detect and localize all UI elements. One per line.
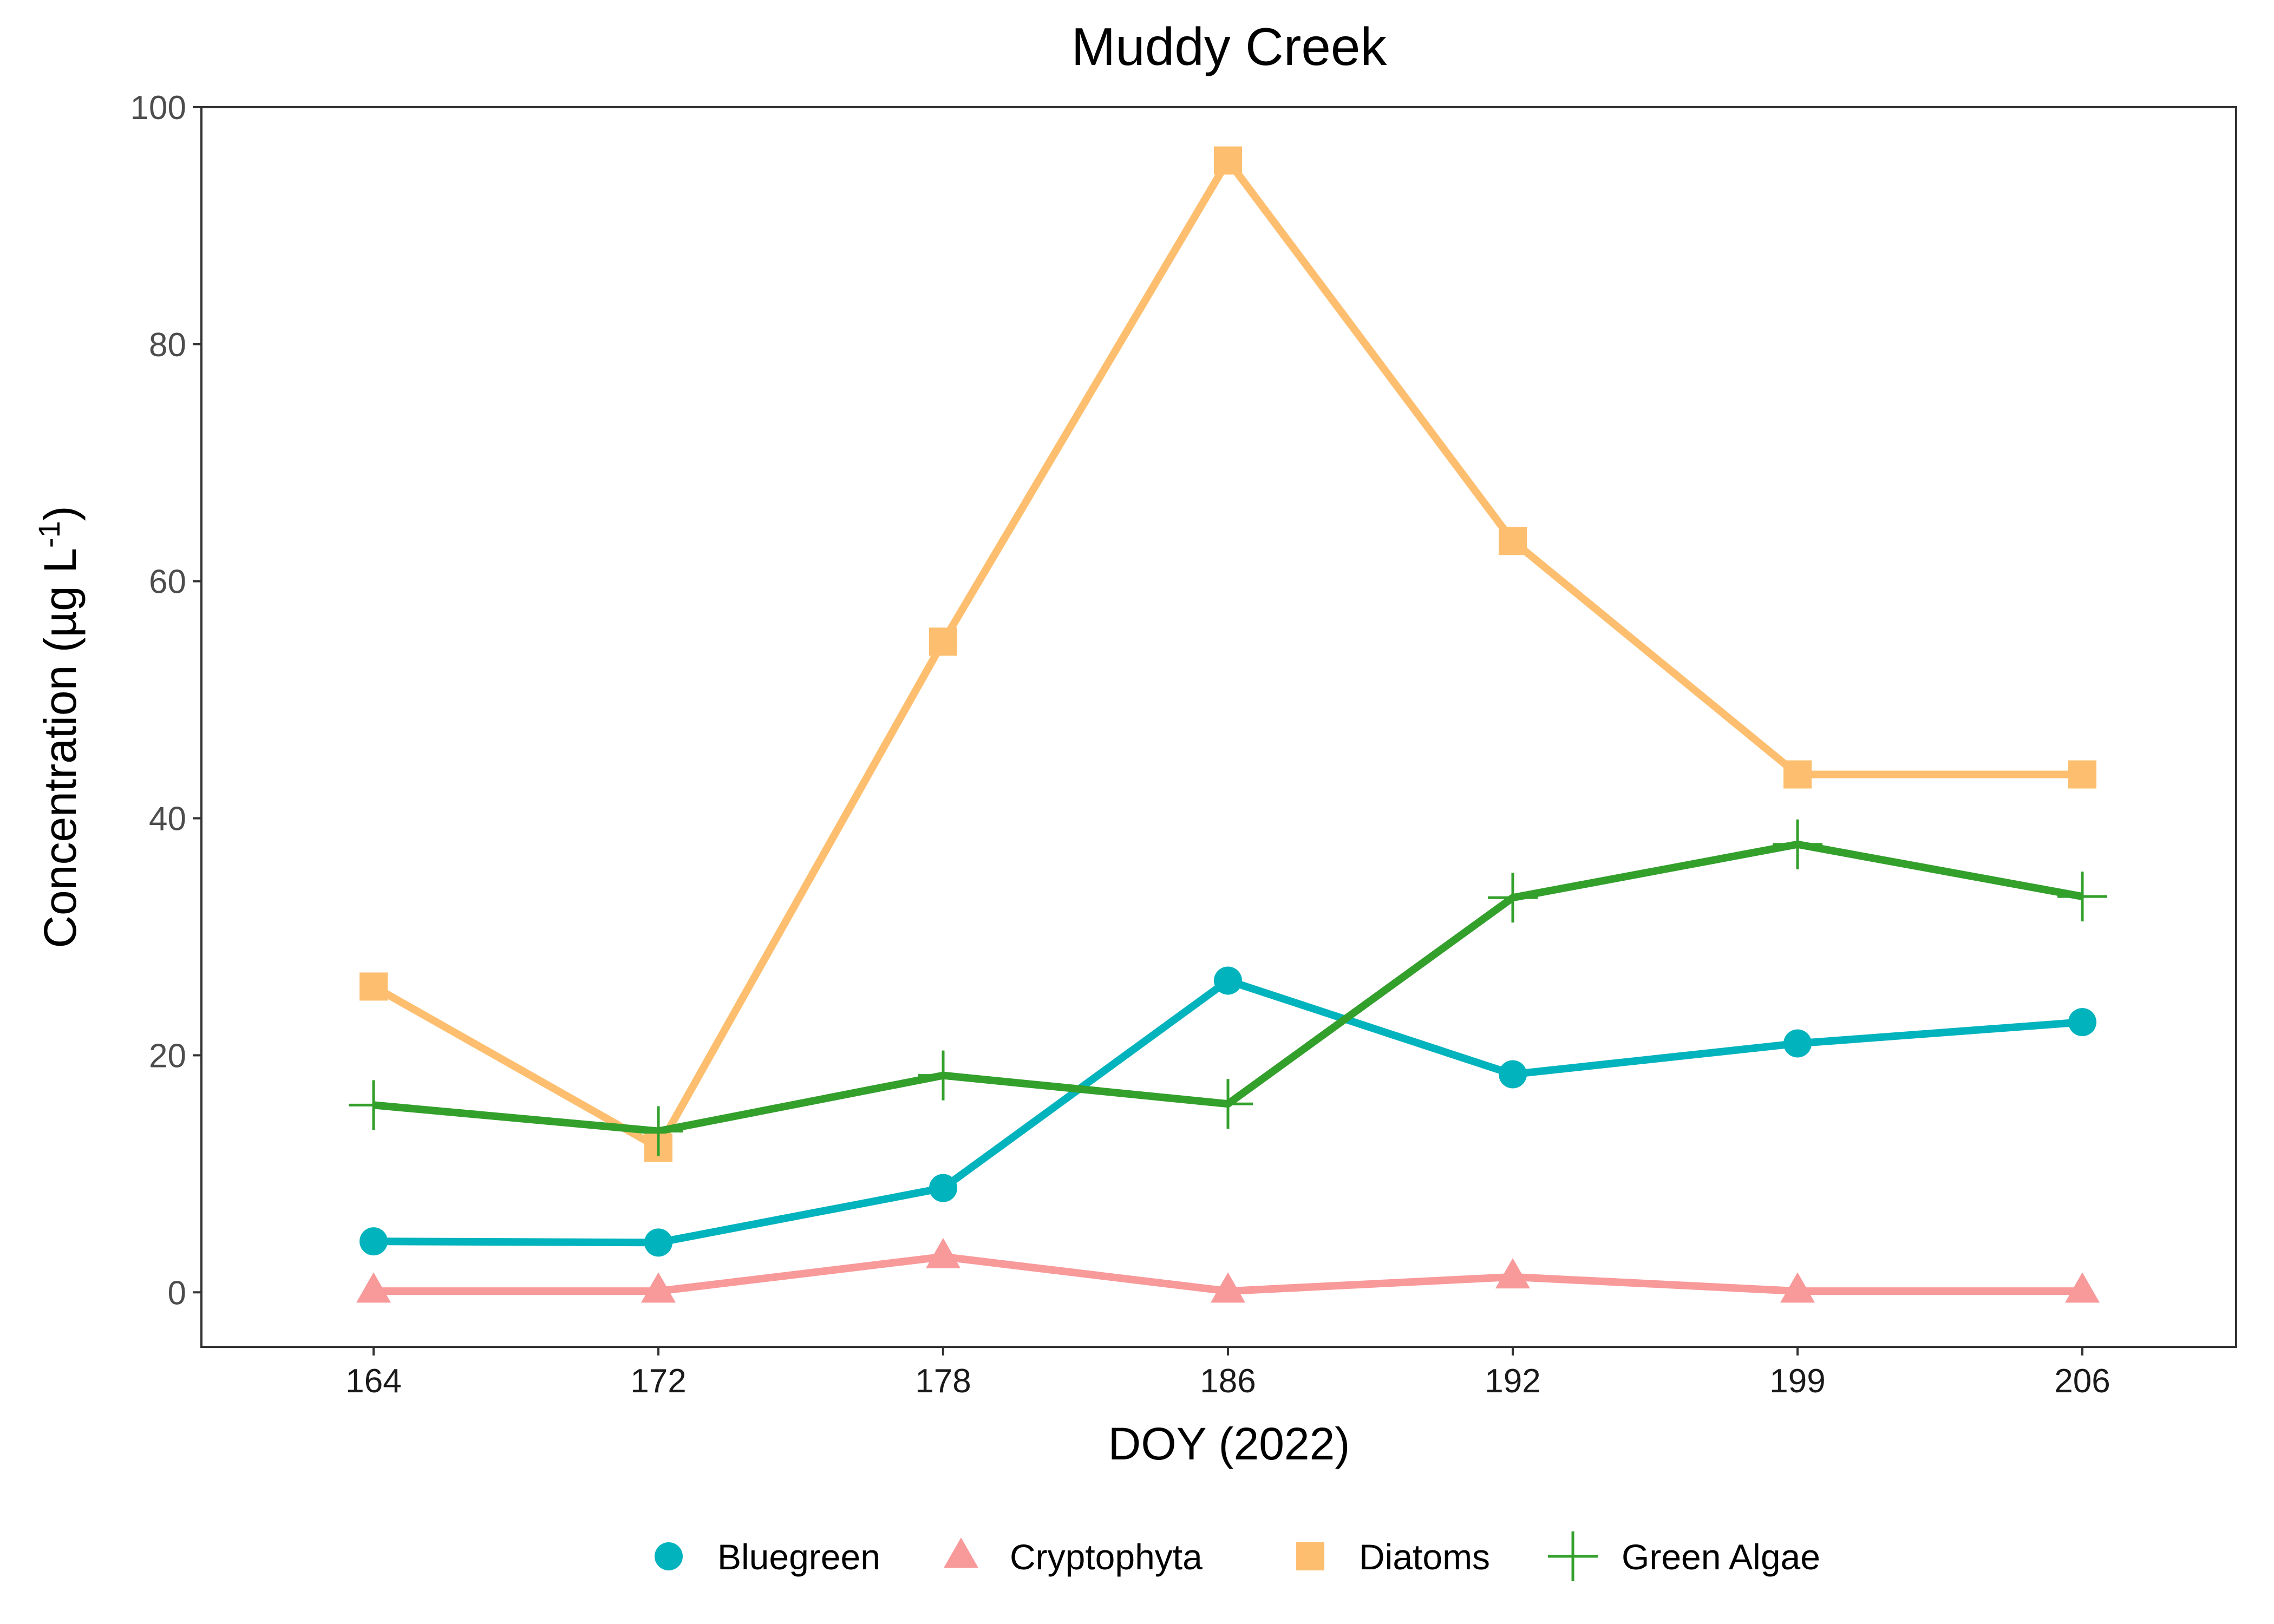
legend-key-cryptophyta <box>944 1537 978 1568</box>
plot-panel-border <box>200 106 2237 1348</box>
y-axis: 0 20 40 60 80 100 <box>130 89 201 1312</box>
legend-label-diatoms: Diatoms <box>1359 1537 1490 1577</box>
legend-key-bluegreen <box>655 1542 683 1570</box>
legend: Bluegreen Cryptophyta Diatoms Green Algae <box>655 1531 1820 1581</box>
point-green-algae <box>1488 873 1538 923</box>
point-diatoms <box>2068 760 2096 789</box>
x-tick-label: 172 <box>630 1363 686 1400</box>
point-bluegreen <box>1499 1060 1527 1089</box>
point-bluegreen <box>2068 1008 2096 1037</box>
point-cryptophyta <box>2065 1272 2100 1303</box>
point-cryptophyta <box>1211 1272 1245 1303</box>
x-axis: 164 172 178 186 192 199 206 <box>345 1347 2110 1400</box>
y-axis-title: Concentration (µg L-1) <box>32 506 86 948</box>
point-green-algae <box>2057 872 2107 922</box>
x-tick-label: 192 <box>1485 1363 1540 1400</box>
legend-label-green-algae: Green Algae <box>1622 1537 1820 1577</box>
legend-label-bluegreen: Bluegreen <box>717 1537 880 1577</box>
y-tick-label: 0 <box>168 1274 186 1312</box>
point-cryptophyta <box>1495 1258 1530 1289</box>
plot-series <box>349 146 2107 1303</box>
y-tick-label: 60 <box>149 564 186 601</box>
point-bluegreen <box>1783 1029 1812 1058</box>
point-cryptophyta <box>356 1272 391 1303</box>
point-diatoms <box>360 972 388 1001</box>
legend-key-green-algae <box>1548 1531 1598 1581</box>
y-axis-title-sup: -1 <box>32 521 66 548</box>
y-tick-label: 100 <box>130 89 186 127</box>
x-tick-label: 206 <box>2054 1363 2110 1400</box>
point-diatoms <box>1214 146 1242 175</box>
point-bluegreen <box>1214 966 1242 995</box>
x-tick-label: 164 <box>345 1363 401 1400</box>
chart-title: Muddy Creek <box>1071 17 1388 76</box>
point-green-algae <box>349 1080 398 1130</box>
y-axis-title-main: Concentration (µg L <box>35 548 86 948</box>
point-cryptophyta <box>641 1272 676 1303</box>
y-tick-label: 40 <box>149 801 186 838</box>
x-tick-label: 199 <box>1769 1363 1825 1400</box>
y-axis-title-close: ) <box>35 506 86 521</box>
point-diatoms <box>1783 760 1812 789</box>
point-green-algae <box>633 1106 683 1156</box>
x-tick-label: 178 <box>915 1363 971 1400</box>
point-cryptophyta <box>926 1237 960 1268</box>
y-tick-label: 20 <box>149 1037 186 1075</box>
point-diatoms <box>929 627 957 656</box>
point-green-algae <box>918 1050 968 1101</box>
y-tick-label: 80 <box>149 326 186 364</box>
point-bluegreen <box>929 1174 957 1202</box>
point-cryptophyta <box>1780 1272 1815 1303</box>
legend-key-diatoms <box>1296 1542 1324 1570</box>
point-bluegreen <box>644 1228 672 1257</box>
point-bluegreen <box>360 1227 388 1256</box>
point-green-algae <box>1773 819 1822 869</box>
legend-label-cryptophyta: Cryptophyta <box>1010 1537 1203 1577</box>
series-line-diatoms <box>371 156 2082 1152</box>
point-green-algae <box>1203 1079 1253 1129</box>
point-diatoms <box>1499 527 1527 555</box>
x-axis-title: DOY (2022) <box>1108 1418 1350 1469</box>
x-tick-label: 186 <box>1200 1363 1256 1400</box>
